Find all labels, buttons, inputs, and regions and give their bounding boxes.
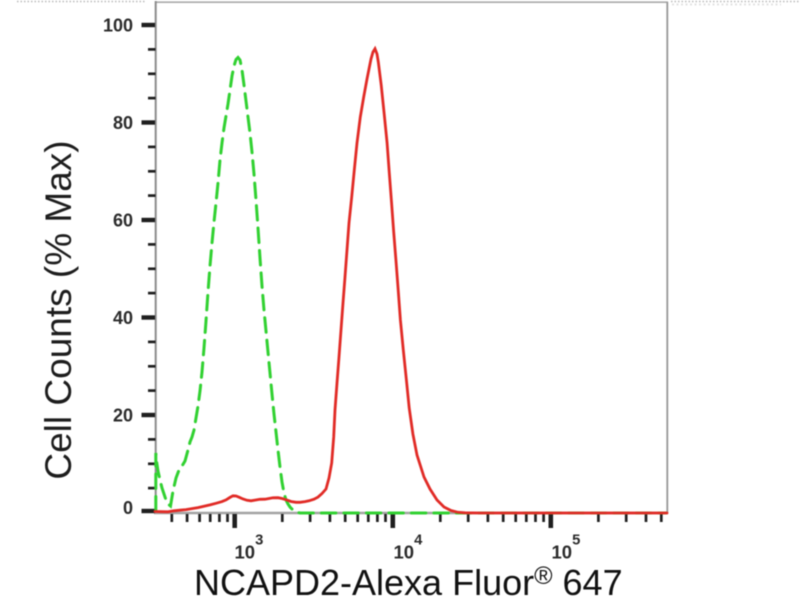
svg-text:40: 40 bbox=[113, 308, 133, 328]
svg-text:0: 0 bbox=[123, 498, 133, 518]
svg-text:NCAPD2-Alexa Fluor® 647: NCAPD2-Alexa Fluor® 647 bbox=[194, 562, 623, 600]
svg-text:60: 60 bbox=[113, 211, 133, 231]
svg-text:Cell Counts (% Max): Cell Counts (% Max) bbox=[38, 140, 79, 479]
svg-text:100: 100 bbox=[103, 16, 133, 36]
svg-text:20: 20 bbox=[113, 406, 133, 426]
svg-text:80: 80 bbox=[113, 113, 133, 133]
